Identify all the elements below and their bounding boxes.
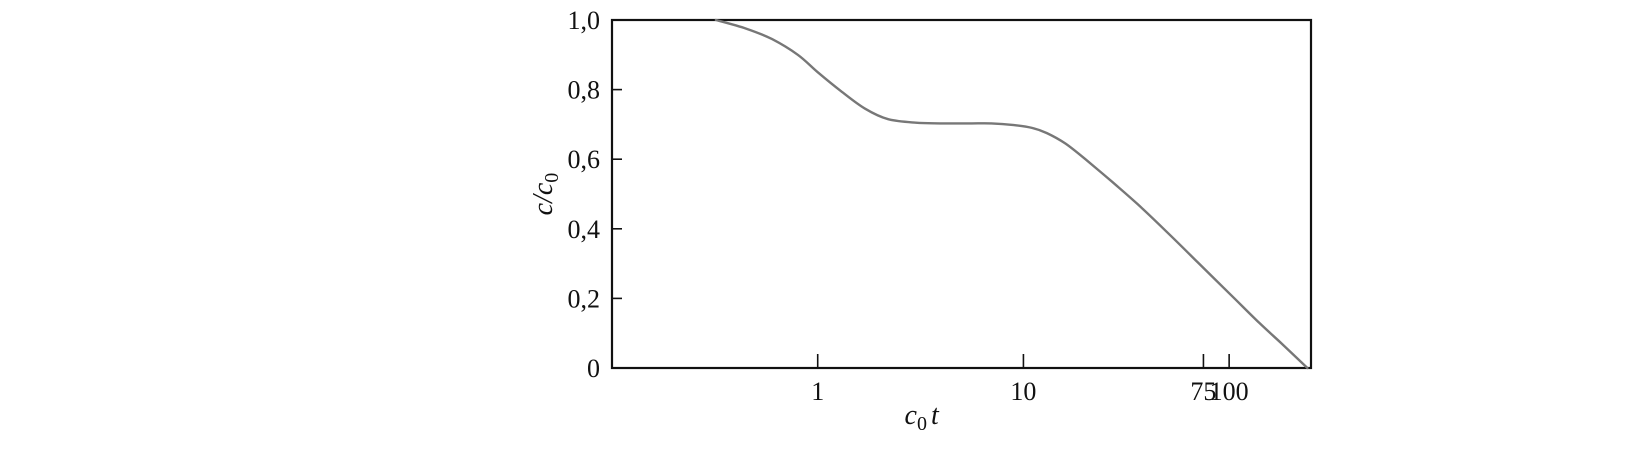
x-tick-label: 1 xyxy=(811,377,824,406)
x-axis-label-subscript: 0 xyxy=(917,413,927,435)
y-tick-label: 0,2 xyxy=(568,284,601,313)
y-tick-label: 0 xyxy=(587,354,600,383)
y-tick-label: 0,4 xyxy=(568,215,601,244)
x-tick-label: 75 xyxy=(1190,377,1216,406)
y-axis-label: c/c0 xyxy=(528,173,563,216)
y-axis-label-main: c/c xyxy=(528,182,559,215)
y-axis-ticks: 0 0,2 0,4 0,6 0,8 1,0 xyxy=(568,6,622,383)
y-tick-label: 1,0 xyxy=(568,6,601,35)
y-tick-label: 0,8 xyxy=(568,76,601,105)
plot-frame xyxy=(610,18,1313,370)
y-tick-label: 0,6 xyxy=(568,145,601,174)
x-tick-label: 10 xyxy=(1010,377,1036,406)
x-axis-label: c0 t xyxy=(905,400,940,435)
x-tick-label: 100 xyxy=(1210,377,1249,406)
x-axis-label-suffix: t xyxy=(931,400,940,431)
x-axis-label-main: c xyxy=(905,400,918,431)
data-series-line xyxy=(714,18,1309,370)
y-axis-label-subscript: 0 xyxy=(541,173,563,183)
